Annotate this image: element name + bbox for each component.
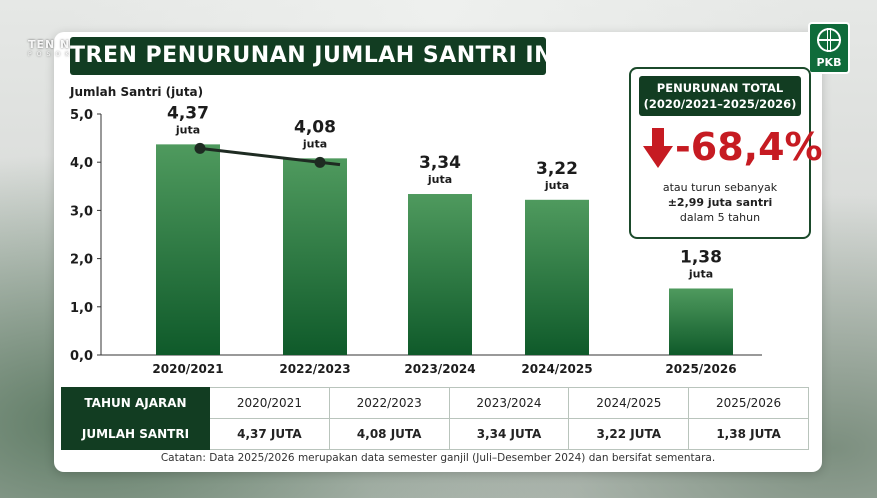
total-decline-value-row: -68,4% — [631, 122, 823, 180]
table-row-values: JUMLAH SANTRI 4,37 JUTA 4,08 JUTA 3,34 J… — [61, 418, 809, 450]
bar-value-label: 3,22 — [536, 159, 578, 179]
trend-point — [314, 156, 326, 168]
logo-text: PKB — [816, 56, 842, 69]
total-decline-note-3: dalam 5 tahun — [679, 211, 761, 224]
bar-unit-label: juta — [544, 179, 569, 192]
footnote: Catatan: Data 2025/2026 merupakan data s… — [160, 452, 716, 464]
bar — [156, 144, 220, 355]
bar-unit-label: juta — [427, 173, 452, 186]
table-cell-year: 2020/2021 — [209, 387, 330, 419]
y-tick-label: 5,0 — [70, 108, 93, 123]
bar — [283, 158, 347, 355]
table-row-years: TAHUN AJARAN 2020/2021 2022/2023 2023/20… — [61, 387, 809, 419]
x-tick-label: 2023/2024 — [404, 362, 475, 376]
x-tick-label: 2024/2025 — [521, 362, 592, 376]
bar-value-label: 4,37 — [167, 103, 209, 123]
bar — [669, 288, 733, 355]
table-cell-value: 4,08 JUTA — [328, 418, 450, 450]
bar-unit-label: juta — [688, 267, 713, 280]
x-tick-label: 2020/2021 — [152, 362, 223, 376]
total-decline-note-2: ±2,99 juta santri — [667, 196, 773, 209]
table-cell-year: 2023/2024 — [448, 387, 570, 419]
y-tick-label: 4,0 — [70, 156, 93, 171]
table-header-jumlah-santri: JUMLAH SANTRI — [61, 418, 210, 450]
chart-title: TREN PENURUNAN JUMLAH SANTRI INDONESIA — [70, 37, 546, 75]
y-tick-label: 1,0 — [70, 301, 93, 316]
globe-icon — [817, 28, 841, 52]
y-axis-label: Jumlah Santri (juta) — [69, 85, 203, 99]
y-tick-label: 2,0 — [70, 253, 93, 268]
total-decline-heading-line1: PENURUNAN TOTAL — [656, 81, 784, 95]
bar-unit-label: juta — [302, 137, 327, 150]
y-tick-label: 3,0 — [70, 204, 93, 219]
data-table: TAHUN AJARAN 2020/2021 2022/2023 2023/20… — [61, 387, 809, 450]
table-cell-value: 3,22 JUTA — [568, 418, 690, 450]
table-header-tahun-ajaran: TAHUN AJARAN — [61, 387, 210, 419]
bar-value-label: 3,34 — [419, 153, 461, 173]
total-decline-note-1: atau turun sebanyak — [662, 181, 778, 194]
bar-value-label: 1,38 — [680, 247, 722, 267]
table-cell-value: 4,37 JUTA — [209, 418, 330, 450]
table-cell-value: 3,34 JUTA — [448, 418, 570, 450]
table-cell-year: 2025/2026 — [688, 387, 809, 419]
arrow-down-icon — [643, 128, 673, 168]
total-decline-heading: PENURUNAN TOTAL (2020/2021–2025/2026) — [639, 76, 801, 116]
table-cell-year: 2024/2025 — [568, 387, 690, 419]
x-tick-label: 2025/2026 — [665, 362, 736, 376]
bar-value-label: 4,08 — [294, 117, 336, 137]
total-decline-value: -68,4% — [675, 125, 823, 169]
bar-unit-label: juta — [175, 123, 200, 136]
table-cell-value: 1,38 JUTA — [688, 418, 809, 450]
bar — [525, 199, 589, 355]
total-decline-heading-line2: (2020/2021–2025/2026) — [643, 97, 797, 111]
x-tick-label: 2022/2023 — [279, 362, 350, 376]
pkb-logo: PKB — [808, 22, 850, 74]
y-tick-label: 0,0 — [70, 349, 93, 364]
total-decline-box: PENURUNAN TOTAL (2020/2021–2025/2026) -6… — [629, 67, 823, 239]
bar — [408, 194, 472, 355]
trend-point — [194, 142, 206, 154]
table-cell-year: 2022/2023 — [328, 387, 450, 419]
